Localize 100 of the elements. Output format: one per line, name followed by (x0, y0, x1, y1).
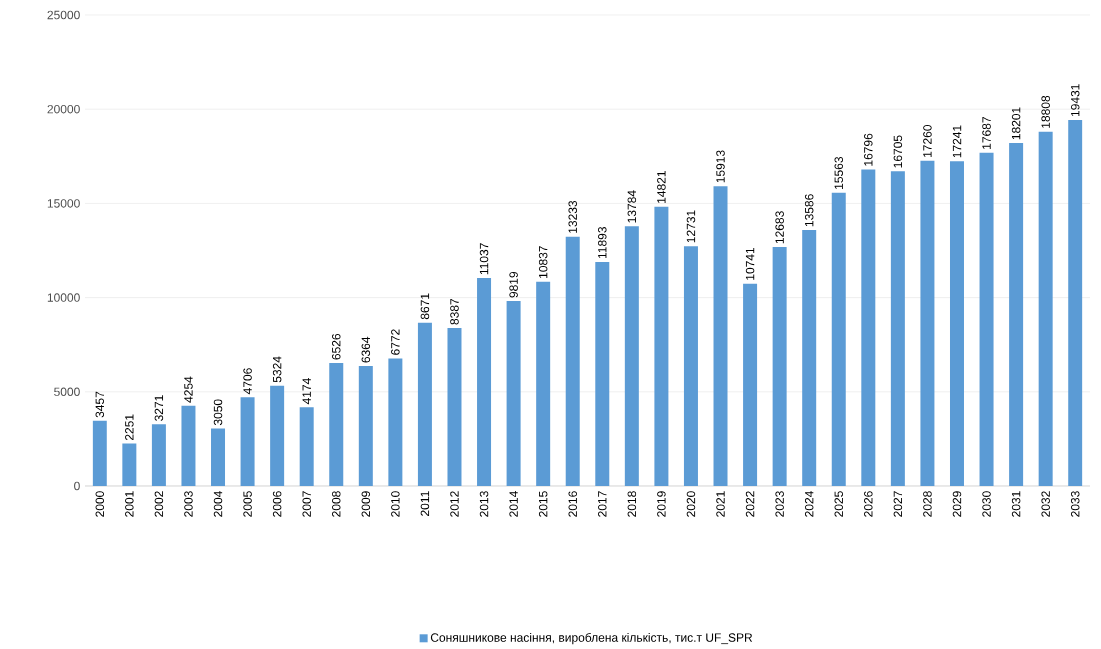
x-tick-label: 2012 (450, 491, 459, 517)
data-label: 13586 (804, 194, 814, 227)
data-label: 15913 (716, 150, 725, 183)
legend-label: Соняшникове насіння, вироблена кількість, тис.т UF_SPR (430, 632, 753, 645)
data-label: 16705 (893, 135, 903, 168)
data-label: 10837 (538, 246, 548, 278)
bar (979, 152, 994, 486)
bar (565, 236, 580, 486)
x-tick-label: 2032 (1041, 491, 1050, 517)
x-tick-label: 2001 (125, 491, 134, 517)
x-tick-label: 2026 (864, 491, 873, 517)
data-label: 13233 (568, 200, 577, 233)
y-tick-label: 0 (74, 481, 80, 491)
data-label: 18808 (1041, 95, 1050, 128)
x-tick-label: 2022 (745, 491, 755, 517)
data-label: 4174 (302, 378, 311, 405)
bar (417, 322, 432, 486)
y-tick-label: 10000 (47, 293, 80, 302)
data-label: 4254 (184, 376, 193, 403)
data-label: 9819 (509, 271, 518, 298)
x-tick-label: 2031 (1011, 491, 1021, 517)
x-tick-label: 2027 (893, 491, 903, 517)
x-tick-label: 2007 (302, 491, 311, 517)
x-tick-label: 2033 (1070, 491, 1080, 517)
bar (1009, 143, 1024, 486)
bar (240, 397, 255, 486)
x-tick-label: 2018 (627, 491, 637, 517)
x-tick-label: 2029 (952, 491, 962, 517)
data-label: 18201 (1011, 107, 1021, 140)
data-label: 17241 (952, 125, 962, 158)
y-tick-label: 5000 (54, 387, 80, 397)
x-tick-label: 2004 (213, 491, 223, 517)
bar (447, 327, 462, 486)
x-tick-label: 2016 (568, 491, 577, 517)
data-label: 16796 (864, 133, 873, 166)
data-label: 19431 (1070, 84, 1080, 117)
x-tick-label: 2002 (154, 491, 164, 517)
data-label: 4706 (243, 368, 252, 395)
y-tick-label: 20000 (47, 104, 80, 114)
bar (654, 206, 669, 486)
data-label: 3271 (154, 395, 164, 421)
x-tick-label: 2014 (509, 491, 518, 517)
y-tick-label: 15000 (47, 199, 80, 208)
data-label: 17687 (982, 117, 991, 149)
bar (299, 407, 314, 486)
x-tick-label: 2024 (804, 491, 814, 517)
x-tick-label: 2005 (243, 491, 252, 517)
x-tick-label: 2021 (716, 491, 725, 517)
bar (890, 171, 905, 486)
y-tick-label: 25000 (47, 10, 80, 20)
data-label: 6772 (391, 329, 400, 355)
bar (477, 278, 492, 486)
bar (949, 161, 964, 486)
data-label: 8671 (420, 293, 430, 320)
x-tick-label: 2017 (598, 491, 607, 517)
bar (920, 160, 935, 486)
data-label: 15563 (834, 157, 844, 189)
x-tick-label: 2030 (982, 491, 991, 517)
data-label: 14821 (657, 171, 666, 203)
data-label: 3457 (95, 391, 105, 418)
x-tick-label: 2028 (923, 491, 932, 517)
x-tick-label: 2000 (95, 491, 105, 517)
x-tick-label: 2020 (686, 491, 696, 517)
x-tick-label: 2013 (479, 491, 489, 517)
bar (92, 420, 107, 486)
bar (683, 246, 698, 486)
bar (388, 358, 403, 486)
bar (831, 192, 846, 486)
bar (772, 247, 787, 486)
bar (1038, 131, 1053, 486)
x-tick-label: 2006 (272, 491, 282, 517)
bar (861, 169, 876, 486)
x-tick-label: 2023 (775, 491, 784, 517)
bar (624, 226, 639, 486)
bar (181, 405, 196, 486)
bar (270, 385, 285, 486)
bar (743, 283, 758, 486)
bar (151, 424, 166, 486)
data-label: 12731 (686, 210, 696, 243)
bar (211, 428, 226, 486)
bar (536, 281, 551, 486)
bar (122, 443, 137, 486)
data-label: 8387 (450, 298, 459, 325)
data-label: 2251 (125, 414, 134, 441)
bar (713, 186, 728, 486)
x-tick-label: 2010 (391, 491, 400, 517)
x-tick-label: 2008 (332, 491, 341, 517)
x-tick-label: 2003 (184, 491, 193, 517)
x-tick-label: 2009 (361, 491, 371, 517)
data-label: 5324 (272, 356, 282, 383)
bar (358, 366, 373, 486)
bar (329, 363, 344, 486)
data-label: 11037 (479, 243, 489, 275)
x-tick-label: 2015 (538, 491, 548, 517)
bar (506, 300, 521, 486)
data-label: 12683 (775, 211, 784, 244)
data-label: 13784 (627, 190, 637, 223)
data-label: 11893 (598, 227, 607, 259)
bar (802, 230, 817, 486)
bar (1068, 119, 1083, 486)
